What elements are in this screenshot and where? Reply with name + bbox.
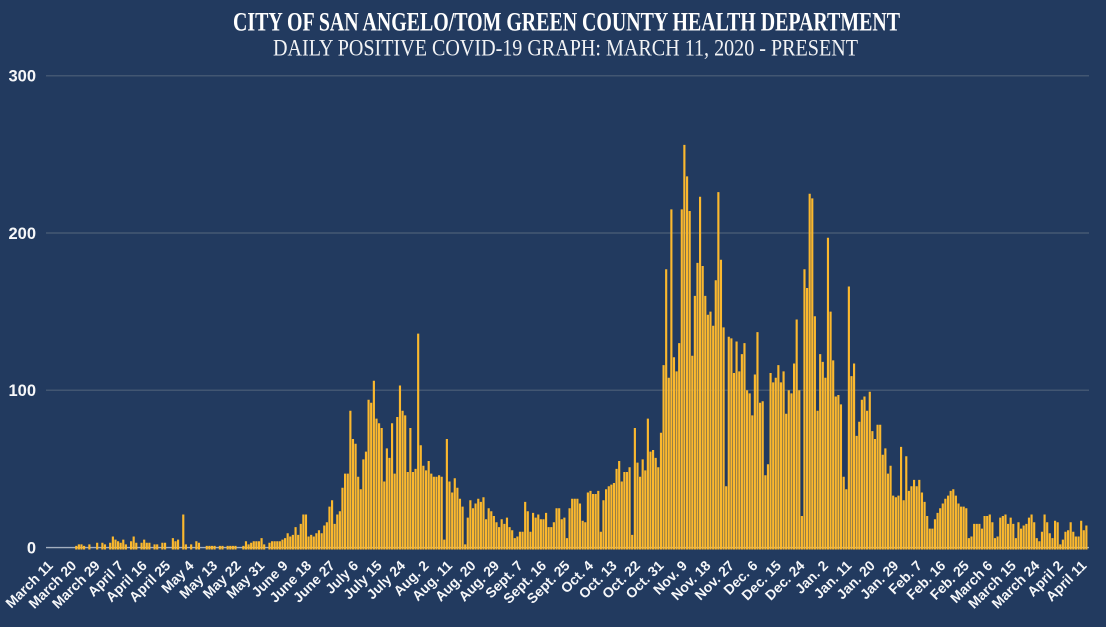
svg-text:300: 300 (8, 68, 36, 86)
svg-text:200: 200 (8, 225, 36, 243)
svg-text:CITY OF SAN ANGELO/TOM GREEN C: CITY OF SAN ANGELO/TOM GREEN COUNTY HEAL… (233, 7, 900, 37)
svg-text:100: 100 (8, 382, 36, 400)
svg-text:0: 0 (27, 539, 36, 557)
svg-text:DAILY POSITIVE COVID-19 GRAPH:: DAILY POSITIVE COVID-19 GRAPH: MARCH 11,… (273, 36, 858, 61)
